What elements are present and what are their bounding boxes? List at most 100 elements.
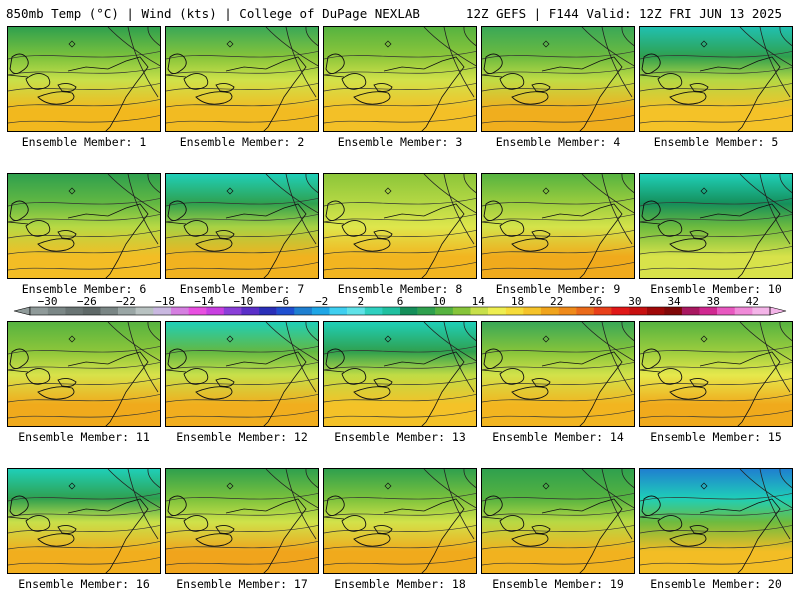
temperature-field (640, 174, 792, 278)
isotherm-contour (640, 230, 792, 239)
wind-streamline (443, 469, 475, 540)
colorbar-swatch (717, 307, 735, 315)
wind-streamline (601, 322, 633, 393)
isotherm-contour (166, 346, 318, 355)
temperature-field (166, 322, 318, 426)
isotherm-contour (8, 214, 160, 223)
colorbar-swatch (540, 307, 559, 315)
isotherm-contour (640, 394, 792, 403)
isotherm-contour (324, 410, 476, 419)
colorbar-swatch (276, 307, 295, 315)
coastline-borders (8, 56, 149, 131)
wind-streamline (621, 469, 634, 489)
wind-streamline (127, 174, 159, 245)
temperature-field (166, 469, 318, 573)
wind-streamline (285, 174, 317, 245)
ensemble-member-map (639, 173, 793, 279)
diamond-marker-icon (384, 335, 392, 343)
isotherm-contour (324, 51, 476, 60)
ensemble-member-map (481, 321, 635, 427)
great-lakes-outline (167, 200, 235, 252)
isotherm-contour (166, 557, 318, 566)
wind-streamline (285, 322, 317, 393)
coastline-borders (640, 498, 781, 573)
colorbar-swatch (118, 307, 136, 315)
wind-streamline (127, 469, 159, 540)
colorbar-swatch (576, 307, 595, 315)
wind-streamline (601, 469, 633, 540)
wind-streamline (127, 27, 159, 98)
coastline-borders (8, 351, 149, 426)
isotherm-contour (482, 115, 634, 124)
isotherm-contour (324, 346, 476, 355)
wind-streamline (601, 174, 633, 245)
colorbar-swatch (558, 307, 577, 315)
great-lakes-outline (483, 348, 551, 400)
isotherm-contour (324, 198, 476, 207)
colorbar-swatch (699, 307, 718, 315)
wind-streamline (739, 322, 792, 362)
colorbar-swatch (435, 307, 454, 315)
great-lakes-outline (641, 200, 709, 252)
ensemble-member-label: Ensemble Member: 7 (179, 282, 305, 296)
isotherm-contour (324, 83, 476, 92)
isotherm-contour (640, 246, 792, 255)
temperature-field (8, 174, 160, 278)
ensemble-member-label: Ensemble Member: 16 (18, 577, 150, 591)
wind-streamline (581, 469, 634, 509)
wind-streamline (759, 27, 791, 98)
wind-streamline (581, 322, 634, 362)
diamond-marker-icon (226, 40, 234, 48)
isotherm-contour (324, 493, 476, 502)
isotherm-contour (166, 410, 318, 419)
great-lakes-outline (641, 53, 709, 105)
coastline-borders (324, 203, 465, 278)
isotherm-contour (166, 262, 318, 271)
diamond-marker-icon (542, 482, 550, 490)
colorbar-swatch (681, 307, 700, 315)
isotherm-contour (8, 51, 160, 60)
isotherm-contour (482, 541, 634, 550)
diamond-marker-icon (700, 335, 708, 343)
ensemble-member-map (7, 26, 161, 132)
colorbar-tick-label: 42 (746, 296, 759, 308)
isotherm-contour (166, 378, 318, 387)
great-lakes-outline (9, 53, 77, 105)
colorbar-swatch (135, 307, 154, 315)
colorbar-tick-label: −22 (116, 296, 136, 308)
colorbar-swatch (452, 307, 471, 315)
ensemble-member-label: Ensemble Member: 9 (495, 282, 621, 296)
temperature-field (8, 27, 160, 131)
diamond-marker-icon (700, 482, 708, 490)
wind-streamline (739, 174, 792, 214)
isotherm-contour (640, 83, 792, 92)
ensemble-member-label: Ensemble Member: 11 (18, 430, 150, 444)
isotherm-contour (482, 362, 634, 371)
isotherm-contour (482, 346, 634, 355)
great-lakes-outline (9, 495, 77, 547)
great-lakes-outline (641, 495, 709, 547)
wind-streamline (265, 322, 318, 362)
wind-streamline (443, 27, 475, 98)
diamond-marker-icon (700, 187, 708, 195)
great-lakes-outline (167, 348, 235, 400)
isotherm-contour (482, 230, 634, 239)
colorbar-swatch (206, 307, 225, 315)
isotherm-contour (8, 493, 160, 502)
great-lakes-outline (167, 53, 235, 105)
temperature-field (324, 174, 476, 278)
colorbar-swatch (65, 307, 84, 315)
coastline-borders (324, 498, 465, 573)
wind-streamline (759, 174, 791, 245)
colorbar-swatch (311, 307, 330, 315)
ensemble-member-label: Ensemble Member: 17 (176, 577, 308, 591)
wind-streamline (621, 322, 634, 342)
isotherm-contour (640, 541, 792, 550)
diamond-marker-icon (226, 187, 234, 195)
isotherm-contour (324, 230, 476, 239)
great-lakes-outline (9, 348, 77, 400)
wind-streamline (305, 469, 318, 489)
isotherm-contour (166, 83, 318, 92)
colorbar-swatch (664, 307, 683, 315)
great-lakes-outline (167, 495, 235, 547)
